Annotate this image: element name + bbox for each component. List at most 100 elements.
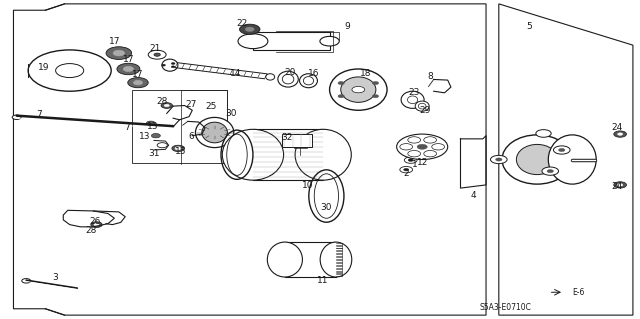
Text: 13: 13 [139, 132, 150, 141]
Ellipse shape [238, 34, 268, 48]
Circle shape [424, 137, 436, 143]
Circle shape [547, 170, 554, 173]
Circle shape [148, 50, 166, 59]
Text: E-6: E-6 [572, 288, 584, 297]
Text: 24: 24 [611, 182, 623, 191]
Circle shape [245, 27, 254, 32]
Text: 18: 18 [360, 69, 372, 78]
Ellipse shape [330, 69, 387, 110]
Text: S5A3-E0710C: S5A3-E0710C [479, 303, 531, 312]
Text: 31: 31 [148, 149, 160, 158]
Ellipse shape [320, 36, 339, 46]
Circle shape [554, 146, 570, 154]
Circle shape [162, 64, 166, 66]
Text: 4: 4 [470, 190, 476, 200]
Circle shape [490, 155, 507, 164]
Bar [253, 129, 323, 180]
Circle shape [352, 86, 365, 93]
Text: 10: 10 [301, 181, 313, 190]
Text: 27: 27 [186, 100, 196, 109]
Circle shape [338, 95, 344, 98]
Ellipse shape [516, 145, 558, 174]
Circle shape [404, 168, 409, 171]
Circle shape [338, 81, 344, 85]
Text: 7: 7 [124, 123, 130, 132]
Circle shape [495, 158, 502, 161]
Ellipse shape [415, 101, 429, 111]
Text: 14: 14 [230, 69, 241, 78]
Ellipse shape [408, 96, 418, 104]
Circle shape [408, 159, 413, 161]
Circle shape [618, 184, 623, 186]
Circle shape [91, 222, 102, 227]
Text: 5: 5 [527, 22, 532, 31]
Circle shape [172, 63, 175, 64]
Text: 11: 11 [317, 276, 329, 285]
Ellipse shape [282, 74, 294, 84]
Circle shape [113, 50, 125, 56]
Bar [253, 33, 330, 50]
Circle shape [397, 134, 448, 160]
Ellipse shape [300, 74, 317, 88]
Circle shape [12, 115, 21, 120]
Circle shape [117, 63, 140, 75]
Text: 23: 23 [408, 88, 420, 97]
Ellipse shape [548, 135, 596, 184]
Circle shape [239, 24, 260, 34]
Ellipse shape [303, 77, 314, 85]
Text: 15: 15 [175, 147, 186, 156]
Ellipse shape [419, 103, 426, 109]
Circle shape [157, 143, 168, 148]
Ellipse shape [222, 129, 284, 180]
Circle shape [432, 144, 445, 150]
Circle shape [614, 131, 627, 137]
Text: 7: 7 [36, 110, 42, 119]
Circle shape [424, 151, 436, 157]
Circle shape [164, 104, 170, 107]
Circle shape [417, 144, 428, 149]
Circle shape [22, 278, 31, 283]
Text: 17: 17 [109, 38, 120, 47]
Text: 30: 30 [225, 109, 236, 118]
Text: 28: 28 [156, 97, 167, 106]
Text: 12: 12 [417, 158, 428, 167]
Ellipse shape [268, 242, 303, 277]
Circle shape [408, 151, 420, 157]
Text: 8: 8 [427, 72, 433, 81]
Circle shape [404, 157, 417, 163]
Text: 17: 17 [123, 55, 134, 64]
Bar [285, 242, 336, 277]
Ellipse shape [162, 59, 178, 71]
Text: 9: 9 [344, 22, 350, 31]
Circle shape [542, 167, 559, 175]
Circle shape [175, 147, 181, 150]
Text: 28: 28 [86, 226, 97, 234]
Ellipse shape [278, 71, 298, 87]
Circle shape [28, 50, 111, 91]
Ellipse shape [340, 77, 376, 102]
Text: 32: 32 [281, 133, 292, 142]
Text: 17: 17 [132, 70, 144, 79]
Circle shape [400, 167, 413, 173]
Text: 19: 19 [38, 63, 50, 72]
Circle shape [94, 223, 99, 226]
Circle shape [147, 121, 156, 125]
Text: 25: 25 [205, 102, 217, 111]
Text: 1: 1 [412, 160, 417, 169]
Ellipse shape [295, 129, 351, 180]
Ellipse shape [202, 122, 227, 143]
Circle shape [128, 78, 148, 88]
Circle shape [133, 80, 143, 85]
Circle shape [559, 148, 565, 152]
Text: 26: 26 [90, 217, 101, 226]
Circle shape [372, 95, 379, 98]
Circle shape [536, 130, 551, 137]
Circle shape [372, 81, 379, 85]
Text: 21: 21 [150, 44, 161, 53]
Circle shape [161, 103, 173, 108]
Circle shape [172, 66, 175, 68]
Text: 22: 22 [236, 19, 248, 28]
Bar [282, 134, 312, 147]
Circle shape [172, 145, 184, 152]
Text: 30: 30 [321, 203, 332, 212]
